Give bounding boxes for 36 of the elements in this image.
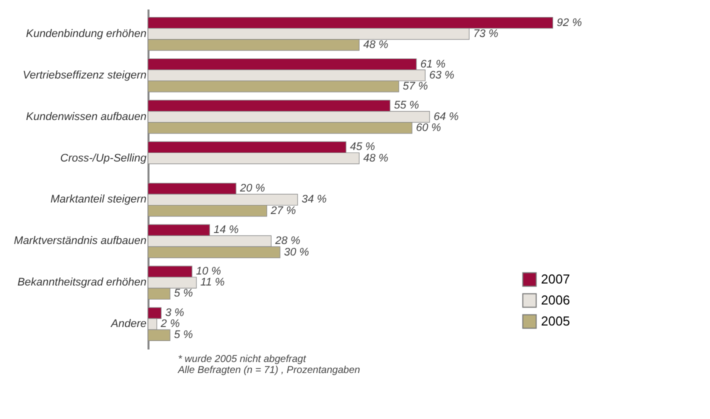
data-label: 5 % bbox=[174, 329, 194, 342]
data-label: 3 % bbox=[165, 307, 184, 320]
data-label: 34 % bbox=[302, 194, 327, 206]
data-label: 48 % bbox=[363, 38, 388, 51]
data-label: 2 % bbox=[160, 318, 180, 330]
legend-label: 2007 bbox=[541, 272, 570, 286]
y-tick-label: Marktverständnis aufbauen bbox=[14, 235, 146, 248]
y-tick-label: Cross-/Up-Selling bbox=[60, 152, 148, 164]
data-label: 64 % bbox=[434, 110, 459, 123]
data-label: 55 % bbox=[394, 100, 420, 112]
y-tick-label: Kundenwissen aufbauen bbox=[26, 110, 146, 123]
y-tick-label: Bekanntheitsgrad erhöhen bbox=[17, 276, 146, 289]
data-label: 45 % bbox=[350, 141, 376, 154]
y-tick-label: Marktanteil steigern bbox=[50, 194, 146, 206]
legend-label: 2005 bbox=[541, 314, 570, 328]
data-label: 11 % bbox=[200, 276, 225, 289]
data-label: 14 % bbox=[214, 224, 239, 236]
data-label: 5 % bbox=[174, 288, 194, 300]
data-label: 10 % bbox=[196, 266, 222, 278]
text: * wurde 2005 nicht abgefragt bbox=[178, 354, 308, 365]
data-label: 28 % bbox=[274, 235, 300, 248]
data-label: 60 % bbox=[416, 122, 442, 134]
data-label: 30 % bbox=[284, 246, 310, 258]
data-label: 48 % bbox=[363, 152, 388, 164]
legend-label: 2006 bbox=[541, 292, 570, 308]
y-tick-label: Andere bbox=[110, 318, 146, 330]
data-label: 27 % bbox=[270, 204, 296, 217]
data-label: 57 % bbox=[402, 80, 428, 92]
data-label: 63 % bbox=[429, 69, 454, 82]
y-tick-label: Kundenbindung erhöhen bbox=[26, 28, 146, 40]
text: Alle Befragten (n = 71) , Prozentangaben bbox=[178, 365, 362, 376]
data-label: 61 % bbox=[420, 58, 446, 70]
y-tick-label: Vertriebseffizenz steigern bbox=[22, 69, 146, 82]
data-label: 92 % bbox=[556, 16, 582, 29]
data-label: 73 % bbox=[473, 28, 498, 40]
data-label: 20 % bbox=[239, 182, 266, 195]
